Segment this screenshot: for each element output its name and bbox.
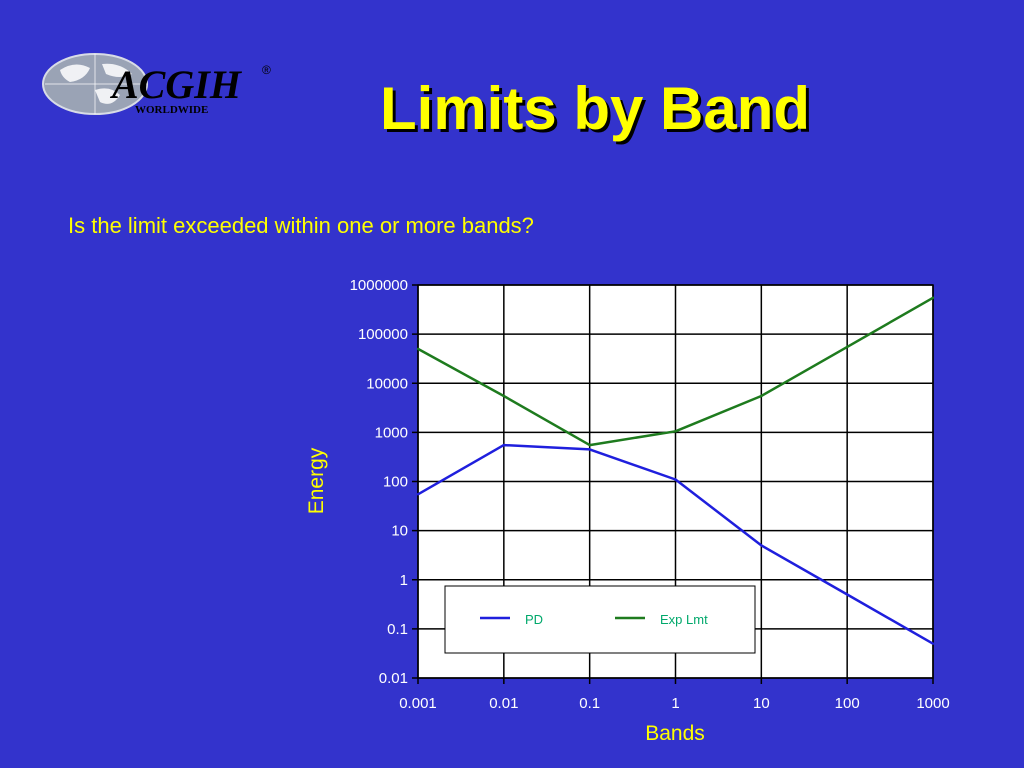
data-point (674, 478, 677, 481)
ticks: 0.001 0.01 0.1 1 10 100 1000 0.01 0.1 1 10 100 1000 1… (350, 277, 950, 712)
logo-registered-mark: ® (262, 63, 271, 77)
legend: PD Exp Lmt (444, 585, 756, 654)
data-point (588, 443, 591, 447)
x-tick-label: 0.1 (579, 695, 600, 712)
legend-label-exp-lmt: Exp Lmt (660, 612, 708, 627)
y-tick-label: 1000000 (350, 277, 408, 294)
y-tick-label: 1000 (375, 424, 408, 441)
data-point (416, 347, 420, 351)
data-point (588, 448, 591, 451)
y-tick-label: 100000 (358, 326, 408, 343)
acgih-logo: ACGIH ® WORLDWIDE (42, 53, 271, 116)
data-point (845, 593, 849, 596)
x-tick-label: 0.01 (489, 695, 518, 712)
data-point (931, 642, 935, 645)
logo-wordmark: ACGIH (109, 62, 243, 107)
slide-subtitle: Is the limit exceeded within one or more… (68, 213, 534, 238)
y-tick-label: 0.1 (387, 621, 408, 638)
data-point (760, 544, 763, 547)
x-tick-label: 0.001 (399, 695, 437, 712)
x-tick-label: 10 (753, 695, 770, 712)
y-tick-label: 100 (383, 474, 408, 491)
y-tick-label: 10000 (366, 375, 408, 392)
data-point (502, 394, 506, 398)
x-tick-label: 1 (671, 695, 679, 712)
x-tick-label: 1000 (916, 695, 949, 712)
data-point (931, 296, 935, 299)
legend-label-pd: PD (525, 612, 543, 627)
y-axis-label: Energy (305, 447, 328, 514)
logo-subtext: WORLDWIDE (135, 104, 208, 116)
x-axis-label: Bands (645, 722, 705, 745)
series-lines (416, 296, 935, 645)
slide-title: Limits by Band (380, 75, 811, 142)
data-point (760, 394, 763, 398)
globe-continents (60, 63, 132, 104)
data-point (416, 493, 420, 496)
data-point (845, 345, 849, 349)
y-tick-label: 1 (400, 572, 408, 589)
y-tick-label: 10 (391, 523, 408, 540)
data-point (502, 443, 506, 447)
y-tick-label: 0.01 (379, 670, 408, 687)
x-tick-label: 100 (835, 695, 860, 712)
data-point (674, 430, 677, 433)
legend-box (444, 585, 756, 654)
